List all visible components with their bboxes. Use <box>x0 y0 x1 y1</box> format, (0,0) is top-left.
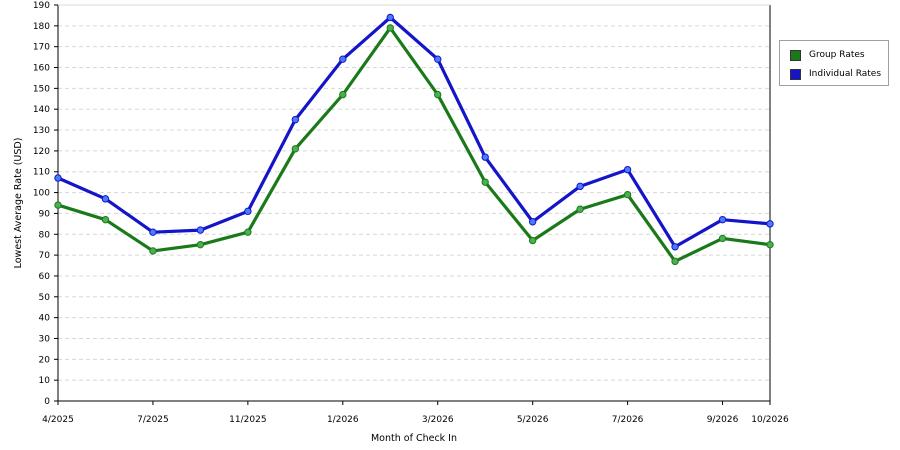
series-line-group-rates <box>57 26 771 263</box>
y-tick-label: 170 <box>33 43 50 53</box>
data-point-group-rates <box>481 178 489 186</box>
x-tick-label: 5/2026 <box>517 415 549 425</box>
data-point-individual-rates <box>434 55 442 63</box>
x-axis-label: Month of Check In <box>371 433 457 444</box>
data-point-group-rates <box>671 257 679 266</box>
y-tick-label: 120 <box>33 147 50 157</box>
data-point-individual-rates <box>623 165 632 174</box>
data-point-group-rates <box>54 201 62 209</box>
data-point-individual-rates <box>54 174 62 182</box>
data-point-group-rates <box>149 247 157 255</box>
tick-labels: 0 10 20 30 40 50 60 70 80 90 100 110 120 130 140 150 160… <box>33 1 789 425</box>
data-point-individual-rates <box>291 115 300 124</box>
x-tick-label: 7/2026 <box>612 415 644 425</box>
data-point-group-rates <box>244 228 252 236</box>
legend-swatch-individual-rates <box>790 68 801 80</box>
y-tick-label: 80 <box>39 230 51 240</box>
series-lines <box>54 13 774 266</box>
y-tick-label: 50 <box>39 293 51 303</box>
data-point-individual-rates <box>196 226 205 234</box>
x-tick-label: 10/2026 <box>751 415 789 425</box>
data-point-individual-rates <box>481 153 489 161</box>
x-tick-label: 9/2026 <box>707 415 739 425</box>
legend-item-individual-rates: Individual Rates <box>790 67 881 81</box>
legend-label-group-rates: Group Rates <box>809 50 865 60</box>
y-tick-label: 70 <box>39 251 51 261</box>
data-point-group-rates <box>339 90 347 99</box>
y-tick-label: 140 <box>33 105 50 115</box>
y-tick-label: 10 <box>39 376 51 386</box>
y-tick-label: 160 <box>33 64 50 74</box>
series-line-individual-rates <box>57 15 771 249</box>
axes <box>54 4 771 405</box>
data-point-group-rates <box>718 234 727 243</box>
data-point-individual-rates <box>528 218 537 226</box>
y-tick-label: 110 <box>33 168 50 178</box>
y-tick-label: 130 <box>33 126 50 136</box>
y-tick-label: 40 <box>39 314 51 324</box>
data-point-individual-rates <box>244 207 252 216</box>
data-point-individual-rates <box>766 220 774 228</box>
x-tick-label: 4/2025 <box>42 415 74 425</box>
data-point-individual-rates <box>339 55 347 63</box>
y-tick-label: 30 <box>39 334 51 344</box>
y-tick-label: 180 <box>33 22 50 32</box>
y-tick-label: 150 <box>33 84 50 94</box>
legend-swatch-group-rates <box>790 49 801 61</box>
y-axis-label: Lowest Average Rate (USD) <box>13 138 24 269</box>
x-tick-label: 7/2025 <box>137 415 169 425</box>
data-point-individual-rates <box>386 13 394 22</box>
data-point-group-rates <box>623 190 632 199</box>
data-point-group-rates <box>291 145 300 153</box>
y-tick-label: 100 <box>33 189 50 199</box>
y-tick-label: 20 <box>39 355 51 365</box>
x-tick-label: 11/2025 <box>229 415 266 425</box>
y-tick-label: 190 <box>33 1 50 11</box>
data-point-individual-rates <box>671 243 679 251</box>
data-point-group-rates <box>101 215 110 224</box>
data-point-group-rates <box>528 236 537 245</box>
x-tick-label: 1/2026 <box>327 415 359 425</box>
data-point-group-rates <box>576 205 584 213</box>
data-point-individual-rates <box>576 182 584 191</box>
legend-item-group-rates: Group Rates <box>790 48 865 62</box>
legend-label-individual-rates: Individual Rates <box>809 69 882 79</box>
data-point-group-rates <box>196 240 205 249</box>
x-tick-label: 3/2026 <box>422 415 454 425</box>
data-point-individual-rates <box>718 215 727 224</box>
data-point-group-rates <box>434 90 442 99</box>
data-point-individual-rates <box>101 195 110 203</box>
y-tick-label: 90 <box>39 209 51 219</box>
data-point-individual-rates <box>149 228 157 236</box>
y-tick-label: 0 <box>44 397 50 407</box>
data-point-group-rates <box>386 24 394 32</box>
legend: Group Rates Individual Rates <box>779 40 889 86</box>
y-tick-label: 60 <box>39 272 51 282</box>
data-point-group-rates <box>766 240 774 249</box>
